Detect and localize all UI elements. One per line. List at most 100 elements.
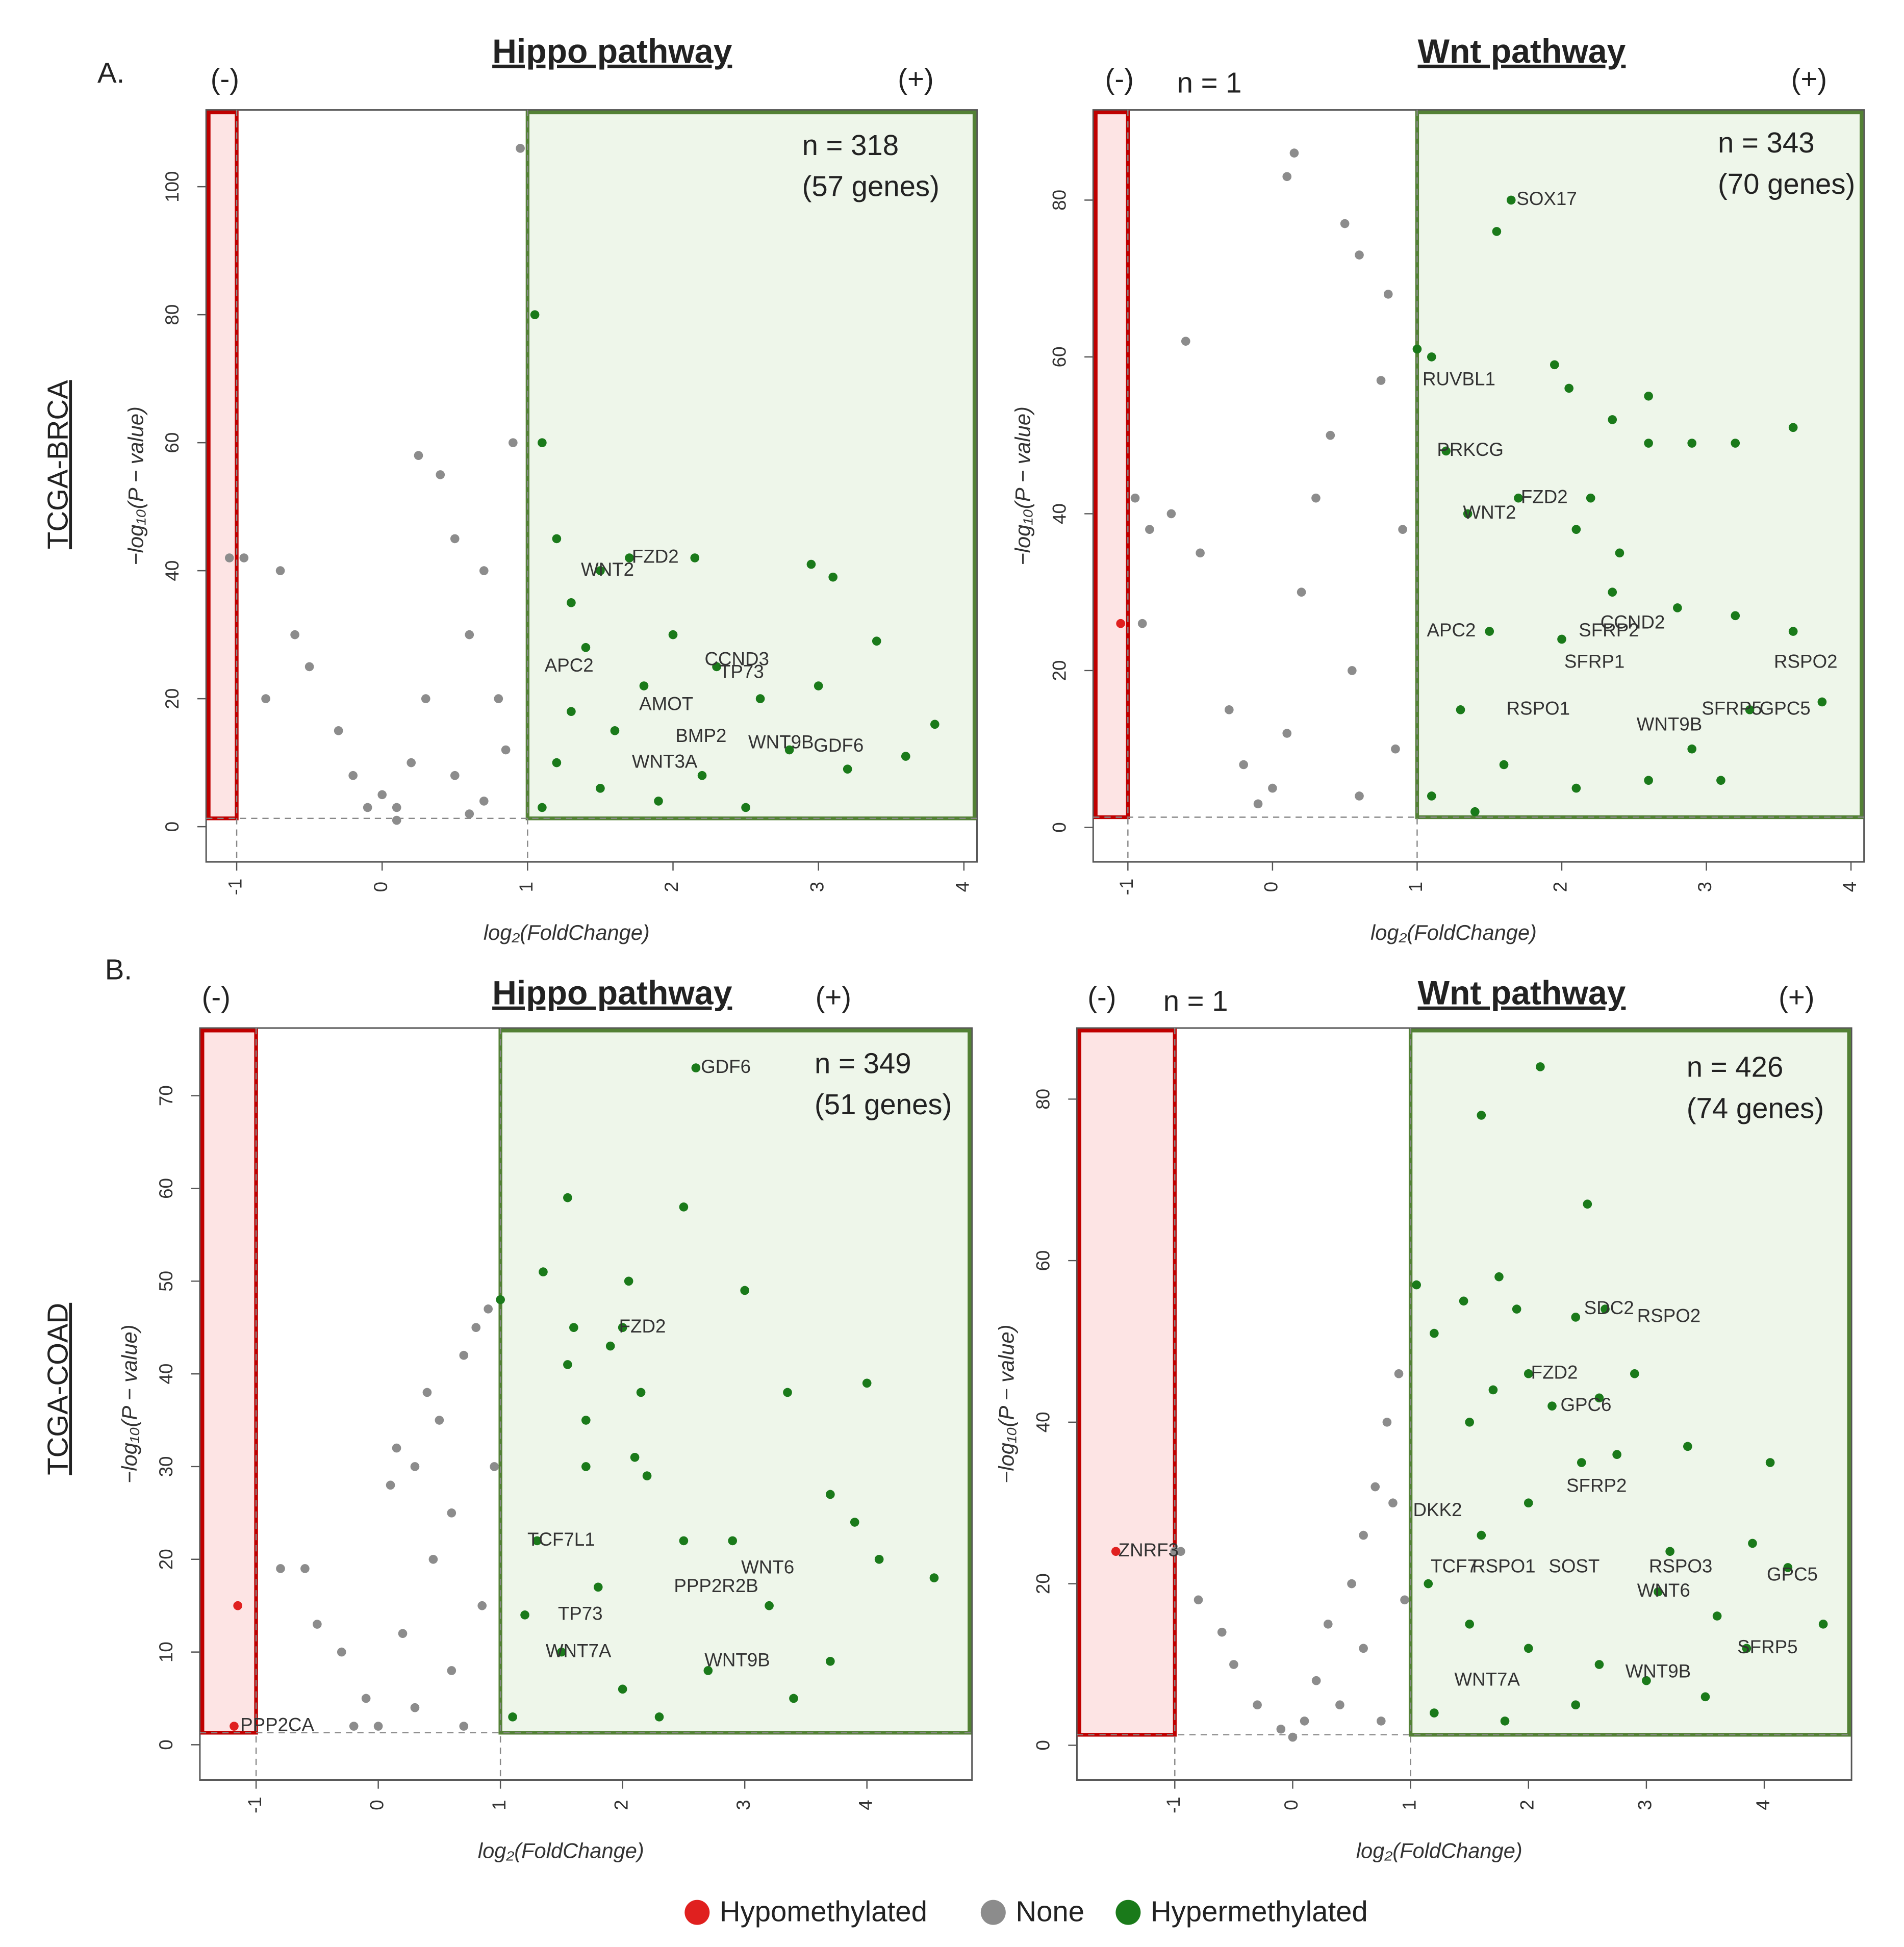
x-tick-label: 3 bbox=[1635, 1800, 1656, 1810]
point bbox=[1340, 219, 1350, 228]
point bbox=[1427, 352, 1436, 362]
point bbox=[1430, 1328, 1439, 1338]
point bbox=[1683, 1442, 1692, 1451]
point bbox=[422, 1388, 432, 1397]
point bbox=[477, 1601, 487, 1610]
point bbox=[1783, 1563, 1793, 1572]
point bbox=[490, 1462, 499, 1471]
gene-label: WNT2 bbox=[581, 559, 634, 580]
gene-label: SFRP1 bbox=[1564, 651, 1624, 672]
point bbox=[1347, 1579, 1356, 1589]
point bbox=[233, 1601, 242, 1610]
point bbox=[538, 438, 547, 447]
point bbox=[1583, 1199, 1592, 1209]
y-tick-label: 80 bbox=[1049, 190, 1070, 211]
point bbox=[1745, 705, 1755, 714]
point bbox=[1601, 1304, 1610, 1314]
point bbox=[642, 1471, 652, 1480]
point bbox=[1377, 1717, 1386, 1726]
point bbox=[1765, 1458, 1775, 1467]
point bbox=[1388, 1498, 1398, 1508]
point bbox=[275, 566, 285, 575]
point bbox=[679, 1202, 689, 1212]
point bbox=[1398, 525, 1407, 534]
gene-label: GPC5 bbox=[1767, 1564, 1818, 1584]
point bbox=[755, 694, 765, 703]
point bbox=[539, 1267, 548, 1276]
point bbox=[1465, 1418, 1475, 1427]
hyper-genes: (74 genes) bbox=[1687, 1092, 1824, 1124]
point bbox=[349, 1722, 359, 1731]
point bbox=[610, 726, 620, 735]
row-label: TCGA-COAD bbox=[41, 1303, 73, 1475]
point bbox=[1612, 1450, 1621, 1459]
gene-label: CCND2 bbox=[1601, 611, 1665, 632]
point bbox=[508, 1712, 517, 1722]
point bbox=[1456, 705, 1465, 714]
point bbox=[1687, 744, 1697, 754]
gene-label: TCF7 bbox=[1431, 1556, 1478, 1577]
point bbox=[313, 1620, 322, 1629]
y-axis-label: −log₁₀(P − value) bbox=[1011, 406, 1035, 565]
point bbox=[410, 1703, 420, 1712]
gene-label: SDC2 bbox=[1584, 1297, 1634, 1318]
point bbox=[806, 559, 816, 569]
panel-label: B. bbox=[105, 954, 132, 986]
point bbox=[1571, 1313, 1581, 1322]
point bbox=[668, 630, 678, 639]
point bbox=[1376, 376, 1386, 385]
point bbox=[1615, 548, 1624, 558]
x-tick-label: 2 bbox=[1550, 882, 1571, 892]
gene-label: RSPO1 bbox=[1506, 698, 1570, 719]
point bbox=[361, 1694, 371, 1703]
point bbox=[874, 1554, 884, 1564]
point bbox=[1571, 1700, 1581, 1710]
gene-label: BMP2 bbox=[675, 725, 726, 746]
point bbox=[1514, 493, 1523, 503]
point bbox=[789, 1694, 798, 1703]
point bbox=[569, 1323, 578, 1333]
point bbox=[1424, 1579, 1433, 1589]
gene-label: SFRP5 bbox=[1702, 698, 1762, 719]
hyper-count: n = 343 bbox=[1718, 126, 1815, 159]
legend-label: Hypomethylated bbox=[720, 1895, 927, 1927]
x-axis-label: log₂(FoldChange) bbox=[478, 1839, 644, 1863]
x-tick-label: 4 bbox=[1839, 882, 1860, 892]
y-tick-label: 80 bbox=[1032, 1089, 1053, 1110]
point bbox=[654, 1712, 664, 1722]
point bbox=[1492, 227, 1502, 236]
point bbox=[435, 1416, 444, 1425]
point bbox=[1608, 415, 1617, 424]
point bbox=[1818, 1619, 1828, 1629]
point bbox=[471, 1323, 481, 1333]
point bbox=[1412, 1280, 1421, 1290]
point bbox=[494, 694, 503, 703]
point bbox=[1311, 1676, 1321, 1685]
y-tick-label: 70 bbox=[156, 1085, 176, 1106]
point bbox=[447, 1666, 456, 1675]
point bbox=[239, 553, 249, 562]
point bbox=[930, 720, 940, 729]
legend-marker bbox=[1115, 1900, 1141, 1925]
point bbox=[230, 1722, 239, 1731]
point bbox=[1430, 1708, 1439, 1718]
point bbox=[1394, 1369, 1404, 1378]
gene-label: SFRP2 bbox=[1566, 1475, 1627, 1496]
point bbox=[1326, 430, 1335, 440]
point bbox=[479, 797, 489, 806]
point bbox=[509, 438, 518, 447]
point bbox=[1145, 525, 1154, 534]
point bbox=[1673, 603, 1682, 612]
point bbox=[1166, 509, 1176, 519]
gene-label: FZD2 bbox=[1521, 486, 1568, 507]
point bbox=[1494, 1272, 1504, 1282]
point bbox=[1355, 791, 1364, 801]
x-tick-label: 4 bbox=[952, 882, 973, 892]
x-tick-label: 3 bbox=[1694, 882, 1715, 892]
y-axis-label: −log₁₀(P − value) bbox=[117, 1325, 141, 1483]
point bbox=[712, 662, 721, 672]
point bbox=[459, 1350, 469, 1360]
point bbox=[1586, 493, 1595, 503]
point bbox=[929, 1573, 939, 1582]
y-tick-label: 0 bbox=[1032, 1740, 1053, 1750]
